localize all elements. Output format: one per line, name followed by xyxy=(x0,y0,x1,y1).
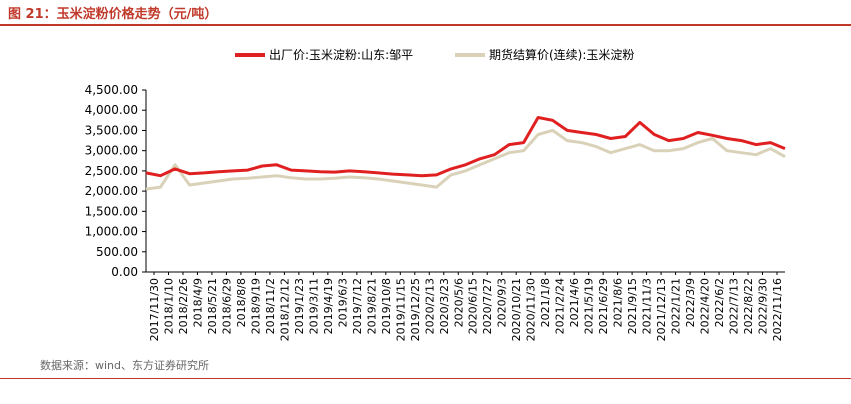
x-tick-label: 2020/6/15 xyxy=(467,278,480,334)
x-tick-label: 2018/9/19 xyxy=(249,278,262,334)
x-tick-label: 2017/11/30 xyxy=(148,278,161,341)
x-tick-label: 2022/7/13 xyxy=(728,278,741,334)
x-tick-label: 2019/11/15 xyxy=(394,278,407,341)
x-tick-label: 2018/6/29 xyxy=(220,278,233,334)
footer-divider xyxy=(0,378,851,379)
x-tick-label: 2020/7/27 xyxy=(481,278,494,334)
x-tick-label: 2019/10/8 xyxy=(380,278,393,334)
series-line-futures-price xyxy=(145,128,786,191)
x-tick-label: 2019/7/12 xyxy=(351,278,364,334)
x-tick-label: 2022/8/22 xyxy=(742,278,755,334)
legend-item-futures-price: 期货结算价(连续):玉米淀粉 xyxy=(455,47,634,62)
y-tick-label: 500.00 xyxy=(96,245,138,259)
x-tick-label: 2019/4/19 xyxy=(322,278,335,334)
x-tick-label: 2022/11/16 xyxy=(771,278,784,341)
x-tick-label: 2021/12/13 xyxy=(655,278,668,341)
x-tick-label: 2021/8/6 xyxy=(612,278,625,327)
x-tick-label: 2019/8/21 xyxy=(365,278,378,334)
y-tick-label: 4,500.00 xyxy=(85,83,138,97)
x-tick-label: 2018/2/26 xyxy=(177,278,190,334)
legend-label: 期货结算价(连续):玉米淀粉 xyxy=(489,47,634,62)
y-tick-label: 1,000.00 xyxy=(85,225,138,239)
x-tick-label: 2019/3/11 xyxy=(307,278,320,334)
x-tick-label: 2022/4/20 xyxy=(699,278,712,334)
series-line-factory-price xyxy=(145,116,786,178)
x-tick-label: 2021/6/29 xyxy=(597,278,610,334)
x-tick-label: 2020/2/13 xyxy=(423,278,436,334)
x-tick-label: 2022/6/2 xyxy=(713,278,726,327)
y-axis: 0.00 500.00 1,000.00 1,500.00 2,000.00 2,500.… xyxy=(85,83,147,279)
x-tick-label: 2018/12/12 xyxy=(278,278,291,341)
x-tick-label: 2020/11/30 xyxy=(525,278,538,341)
x-tick-label: 2022/9/30 xyxy=(757,278,770,334)
legend-label: 出厂价:玉米淀粉:山东:邹平 xyxy=(269,48,413,62)
legend: 出厂价:玉米淀粉:山东:邹平 期货结算价(连续):玉米淀粉 xyxy=(235,47,634,62)
x-tick-label: 2020/5/6 xyxy=(452,278,465,327)
x-axis: 2017/11/30 2018/1/10 2018/2/26 2018/4/9 2018… xyxy=(146,271,785,341)
x-tick-label: 2021/11/3 xyxy=(641,278,654,334)
x-tick-label: 2021/9/15 xyxy=(626,278,639,334)
title-divider xyxy=(0,24,851,26)
x-tick-label: 2020/10/21 xyxy=(510,278,523,341)
x-tick-label: 2018/8/8 xyxy=(235,278,248,327)
y-tick-label: 2,500.00 xyxy=(85,164,138,178)
x-tick-label: 2020/3/23 xyxy=(438,278,451,334)
y-tick-label: 3,000.00 xyxy=(85,144,138,158)
x-tick-label: 2019/1/23 xyxy=(293,278,306,334)
x-tick-label: 2020/9/3 xyxy=(496,278,509,327)
y-tick-label: 0.00 xyxy=(111,265,138,279)
line-chart: 出厂价:玉米淀粉:山东:邹平 期货结算价(连续):玉米淀粉 0.00 500.00 1… xyxy=(85,47,786,341)
x-tick-label: 2022/3/9 xyxy=(684,278,697,327)
x-tick-label: 2021/2/24 xyxy=(554,278,567,334)
x-tick-label: 2019/12/25 xyxy=(409,278,422,341)
x-tick-label: 2018/1/10 xyxy=(162,278,175,334)
legend-item-factory-price: 出厂价:玉米淀粉:山东:邹平 xyxy=(235,48,413,62)
source-note: 数据来源：wind、东方证券研究所 xyxy=(40,359,210,372)
x-tick-label: 2019/6/3 xyxy=(336,278,349,327)
x-tick-label: 2018/11/2 xyxy=(264,278,277,334)
page-title: 图 21：玉米淀粉价格走势（元/吨） xyxy=(8,7,218,22)
x-tick-label: 2022/1/21 xyxy=(670,278,683,334)
y-tick-label: 1,500.00 xyxy=(85,204,138,218)
y-tick-label: 3,500.00 xyxy=(85,123,138,137)
x-tick-label: 2021/1/8 xyxy=(539,278,552,327)
x-tick-label: 2021/4/6 xyxy=(568,278,581,327)
series-group xyxy=(145,116,786,191)
x-tick-label: 2018/5/21 xyxy=(206,278,219,334)
x-tick-label: 2018/4/9 xyxy=(191,278,204,327)
y-tick-label: 2,000.00 xyxy=(85,184,138,198)
x-tick-label: 2021/5/19 xyxy=(583,278,596,334)
y-tick-label: 4,000.00 xyxy=(85,103,138,117)
